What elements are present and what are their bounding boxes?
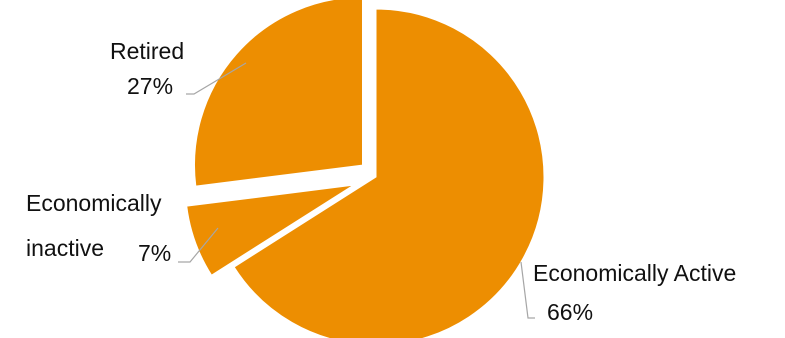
slice-percent-economically-active: 66%: [547, 299, 593, 325]
slice-percent-retired: 27%: [127, 73, 173, 99]
pie-slices: [186, 0, 545, 338]
slice-category-economically-inactive-line1: Economically: [26, 190, 162, 216]
slice-category-economically-inactive-line2: inactive: [26, 235, 104, 261]
slice-label-economically-inactive: Economically inactive 7%: [26, 190, 171, 266]
slice-percent-economically-inactive: 7%: [138, 240, 171, 266]
leader-line-retired: [186, 62, 247, 95]
leader-line-economically-active: [520, 261, 535, 319]
leader-lines: [178, 62, 535, 319]
pie-slice-retired: [193, 0, 363, 187]
leader-line-economically-inactive: [178, 227, 219, 263]
slice-category-economically-active: Economically Active: [533, 260, 736, 286]
pie-slice-economically-inactive: [186, 184, 354, 276]
slice-category-retired: Retired: [110, 38, 184, 64]
slice-label-economically-active: Economically Active 66%: [533, 260, 736, 325]
pie-slice-economically-active: [233, 8, 545, 338]
slice-label-retired: Retired 27%: [110, 38, 184, 99]
